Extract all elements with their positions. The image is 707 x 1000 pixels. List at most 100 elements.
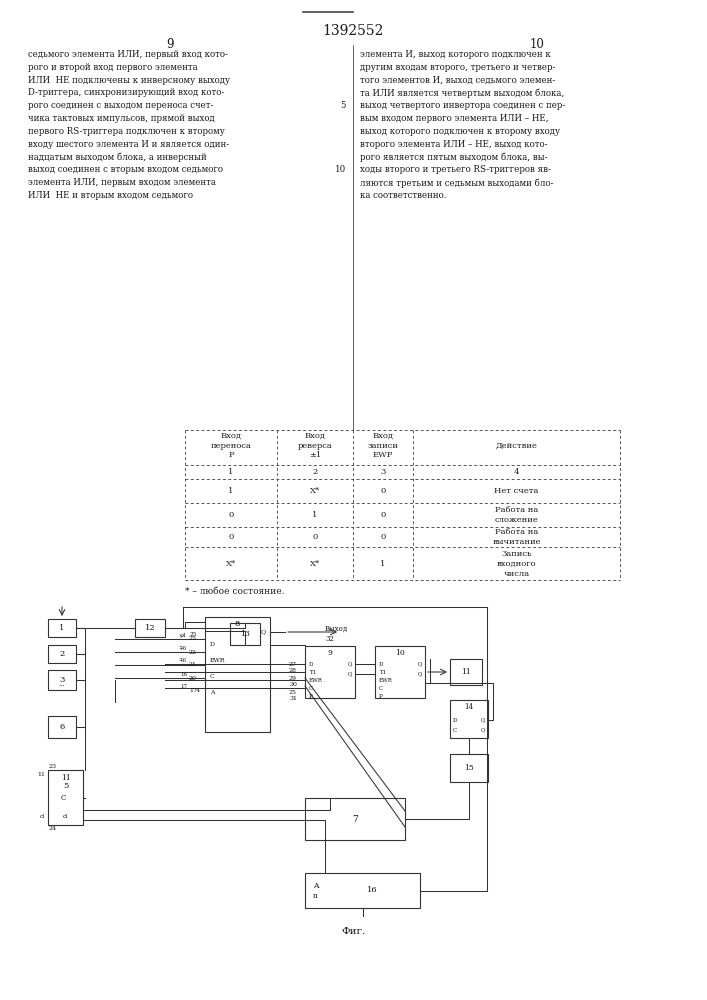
Bar — [48, 770, 83, 825]
Text: 22: 22 — [189, 650, 197, 654]
Text: седьмого элемента ИЛИ, первый вход кото-: седьмого элемента ИЛИ, первый вход кото- — [28, 50, 228, 59]
Text: Q: Q — [261, 630, 266, 635]
Text: ходы второго и третьего RS-триггеров яв-: ходы второго и третьего RS-триггеров яв- — [360, 165, 551, 174]
Bar — [375, 646, 425, 698]
Text: 17: 17 — [180, 684, 187, 690]
Text: Фиг.: Фиг. — [341, 928, 365, 936]
Text: того элементов И, выход седьмого элемен-: того элементов И, выход седьмого элемен- — [360, 76, 555, 85]
Text: рого является пятым выходом блока, вы-: рого является пятым выходом блока, вы- — [360, 152, 547, 162]
Text: 14: 14 — [464, 703, 474, 711]
Text: Работа на: Работа на — [495, 506, 538, 514]
Text: 28: 28 — [289, 668, 297, 674]
Text: ∓6: ∓6 — [179, 658, 187, 664]
Text: рого и второй вход первого элемента: рого и второй вход первого элемента — [28, 63, 198, 72]
Text: 10: 10 — [395, 649, 405, 657]
Text: Выход: Выход — [325, 625, 348, 633]
Text: ИЛИ  НЕ подключены к инверсному выходу: ИЛИ НЕ подключены к инверсному выходу — [28, 76, 230, 85]
Bar — [450, 659, 482, 685]
Text: 12: 12 — [145, 624, 156, 632]
Text: EWR: EWR — [379, 678, 393, 682]
Text: 5: 5 — [341, 101, 346, 110]
Text: Вход
переноса
Р: Вход переноса Р — [211, 432, 252, 459]
Text: ∓6: ∓6 — [179, 646, 187, 650]
Text: вым входом первого элемента ИЛИ – НЕ,: вым входом первого элемента ИЛИ – НЕ, — [360, 114, 549, 123]
Text: сложение: сложение — [495, 516, 538, 524]
Text: 20: 20 — [189, 676, 197, 680]
Text: Вход
записи
EWP: Вход записи EWP — [368, 432, 399, 459]
Text: P: P — [309, 694, 312, 698]
Text: рого соединен с выходом переноса счет-: рого соединен с выходом переноса счет- — [28, 101, 214, 110]
Text: X*: X* — [226, 560, 236, 568]
Text: Q: Q — [481, 718, 485, 722]
Text: 17: 17 — [189, 688, 197, 694]
Text: C: C — [453, 728, 457, 732]
Text: D-триггера, синхронизирующий вход кото-: D-триггера, синхронизирующий вход кото- — [28, 88, 224, 97]
Text: 4: 4 — [196, 688, 200, 692]
Text: 6: 6 — [59, 723, 64, 731]
Text: X*: X* — [310, 487, 320, 495]
Text: 11: 11 — [61, 774, 71, 782]
Text: Вход
реверса
±1: Вход реверса ±1 — [298, 432, 332, 459]
Bar — [450, 700, 488, 738]
Text: Работа на: Работа на — [495, 528, 538, 536]
Text: EWR: EWR — [210, 658, 226, 664]
Text: 1: 1 — [59, 624, 64, 632]
Text: элемента И, выход которого подключен к: элемента И, выход которого подключен к — [360, 50, 551, 59]
Text: другим входам второго, третьего и четвер-: другим входам второго, третьего и четвер… — [360, 63, 556, 72]
Text: ...: ... — [59, 681, 65, 687]
Text: 25: 25 — [189, 637, 197, 642]
Text: 2: 2 — [59, 650, 64, 658]
Text: выход четвертого инвертора соединен с пер-: выход четвертого инвертора соединен с пе… — [360, 101, 566, 110]
Text: 0: 0 — [380, 487, 385, 495]
Text: 13: 13 — [240, 630, 250, 638]
Text: Q: Q — [418, 672, 422, 676]
Text: Q: Q — [348, 662, 352, 666]
Text: 1392552: 1392552 — [322, 24, 384, 38]
Text: первого RS-триггера подключен к второму: первого RS-триггера подключен к второму — [28, 127, 225, 136]
Text: D: D — [210, 643, 215, 648]
Text: C: C — [210, 674, 215, 680]
Bar — [305, 646, 355, 698]
Text: X*: X* — [310, 560, 320, 568]
Text: 15: 15 — [464, 764, 474, 772]
Text: Q: Q — [418, 662, 422, 666]
Text: ка соответственно.: ка соответственно. — [360, 191, 447, 200]
Text: 0: 0 — [380, 511, 385, 519]
Text: Q: Q — [348, 672, 352, 676]
Text: 10: 10 — [530, 38, 544, 51]
Text: C: C — [379, 686, 383, 690]
Text: P: P — [379, 694, 382, 698]
Text: Q: Q — [481, 728, 485, 732]
Text: надцатым выходом блока, а инверсный: надцатым выходом блока, а инверсный — [28, 152, 206, 162]
Text: A: A — [210, 690, 214, 696]
Bar — [48, 645, 76, 663]
Text: 9: 9 — [327, 649, 332, 657]
Bar — [305, 798, 405, 840]
Text: 11: 11 — [461, 668, 471, 676]
Bar — [48, 716, 76, 738]
Text: 31: 31 — [289, 696, 297, 702]
Text: 3: 3 — [59, 676, 64, 684]
Text: D: D — [379, 662, 383, 666]
Text: 0: 0 — [312, 533, 317, 541]
Bar — [135, 619, 165, 637]
Text: 25: 25 — [189, 633, 197, 638]
Text: C: C — [61, 794, 66, 802]
Bar — [305, 873, 420, 908]
Text: элемента ИЛИ, первым входом элемента: элемента ИЛИ, первым входом элемента — [28, 178, 216, 187]
Text: 1: 1 — [228, 468, 234, 476]
Bar — [450, 754, 488, 782]
Text: 23: 23 — [49, 764, 57, 770]
Text: 0: 0 — [228, 511, 233, 519]
Text: 0: 0 — [380, 533, 385, 541]
Text: φ1: φ1 — [180, 633, 187, 638]
Text: выход соединен с вторым входом седьмого: выход соединен с вторым входом седьмого — [28, 165, 223, 174]
Text: D: D — [453, 718, 457, 722]
Text: 24: 24 — [49, 826, 57, 830]
Text: 11: 11 — [37, 772, 45, 778]
Text: 21: 21 — [189, 662, 197, 668]
Text: 27: 27 — [289, 662, 297, 666]
Text: D: D — [309, 662, 313, 666]
Text: 25: 25 — [289, 690, 297, 694]
Text: T1: T1 — [379, 670, 386, 674]
